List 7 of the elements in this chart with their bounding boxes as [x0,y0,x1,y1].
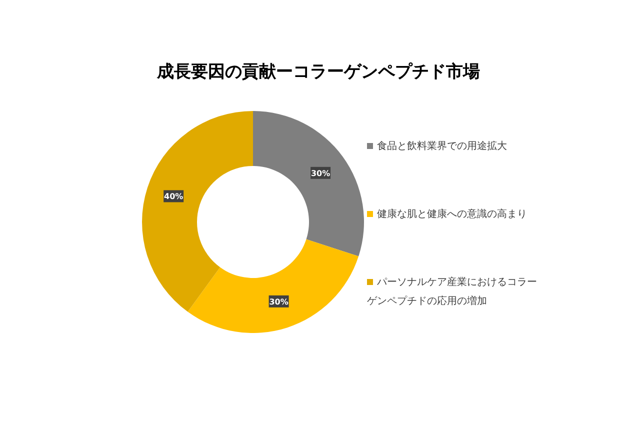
data-label: 30% [310,168,330,178]
data-label: 40% [164,192,184,202]
chart-title: 成長要因の貢献ーコラーゲンペプチド市場 [156,61,481,83]
legend-label: 食品と飲料業界での用途拡大 [376,140,508,154]
data-label: 30% [269,297,288,306]
legend-label: 健康な肌と健康への意識の高まり [376,208,528,222]
legend-label: パーソナルケア産業におけるコラーゲンペプチドの応用の増加 [367,276,537,309]
